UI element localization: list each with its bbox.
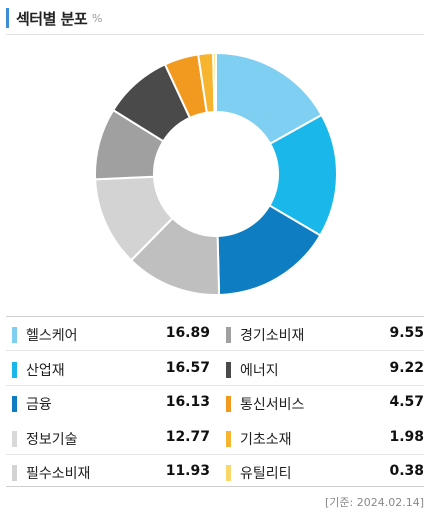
legend-item: 기초소재 1.98 (220, 421, 424, 455)
legend-swatch (12, 430, 17, 447)
legend-sector-name: 정보기술 (26, 431, 78, 448)
legend-swatch (226, 465, 231, 481)
legend-sector-name: 헬스케어 (26, 328, 78, 344)
legend-item: 헬스케어 16.89 (6, 317, 220, 351)
legend-sector-name: 경기소비재 (240, 328, 305, 344)
legend-sector-name: 에너지 (240, 362, 279, 379)
legend-sector-name: 통신서비스 (240, 397, 305, 413)
legend-swatch (12, 396, 17, 412)
legend-sector-name: 기초소재 (240, 431, 292, 448)
legend-row: 필수소비재 11.93 유틸리티 0.38 (6, 455, 424, 489)
legend-row-divider (6, 453, 424, 455)
legend-sector-name: 유틸리티 (240, 466, 292, 482)
legend-swatch (12, 361, 17, 378)
legend-sector-value: 16.13 (165, 394, 210, 410)
legend-swatch (226, 327, 231, 343)
legend-sector-value: 1.98 (389, 428, 424, 445)
donut-chart (94, 51, 338, 296)
legend-item: 경기소비재 9.55 (220, 317, 424, 351)
legend-row-divider (6, 350, 424, 351)
legend-row-divider (6, 384, 424, 386)
legend-sector-value: 16.89 (165, 325, 210, 341)
legend-item: 유틸리티 0.38 (220, 455, 424, 489)
donut-slice-10 (212, 51, 217, 114)
legend-row: 금융 16.13 통신서비스 4.57 (6, 386, 424, 420)
legend-item: 통신서비스 4.57 (220, 386, 424, 420)
legend-swatch (226, 430, 231, 447)
legend-item: 에너지 9.22 (220, 352, 424, 386)
legend-item: 필수소비재 11.93 (6, 455, 220, 489)
legend-row: 정보기술 12.77 기초소재 1.98 (6, 421, 424, 455)
chart-title: 섹터별 분포 (16, 10, 88, 28)
legend-sector-value: 12.77 (165, 428, 210, 445)
legend-sector-value: 11.93 (165, 463, 210, 479)
legend-row: 헬스케어 16.89 경기소비재 9.55 (6, 317, 424, 351)
legend-sector-name: 금융 (26, 397, 52, 413)
legend-item: 금융 16.13 (6, 386, 220, 420)
title-accent-bar (6, 8, 9, 28)
unit-label: % (92, 12, 103, 25)
legend-sector-value: 0.38 (389, 463, 424, 479)
legend-sector-value: 4.57 (389, 394, 424, 410)
legend-swatch (12, 327, 17, 343)
legend-item: 산업재 16.57 (6, 352, 220, 386)
legend-top-divider (6, 316, 424, 317)
legend-swatch (226, 396, 231, 412)
legend-item: 정보기술 12.77 (6, 421, 220, 455)
chart-header: 섹터별 분포 % (0, 0, 430, 34)
legend-bottom-divider (6, 486, 424, 487)
legend-sector-value: 9.22 (389, 359, 424, 376)
legend-swatch (226, 361, 231, 378)
header-divider (6, 34, 424, 35)
legend-sector-value: 9.55 (389, 325, 424, 341)
reference-date: [기준: 2024.02.14] (324, 496, 424, 509)
legend-sector-name: 산업재 (26, 362, 65, 379)
legend-swatch (12, 465, 17, 481)
legend-row: 산업재 16.57 에너지 9.22 (6, 352, 424, 386)
legend-sector-value: 16.57 (165, 359, 210, 376)
legend-sector-name: 필수소비재 (26, 466, 91, 482)
